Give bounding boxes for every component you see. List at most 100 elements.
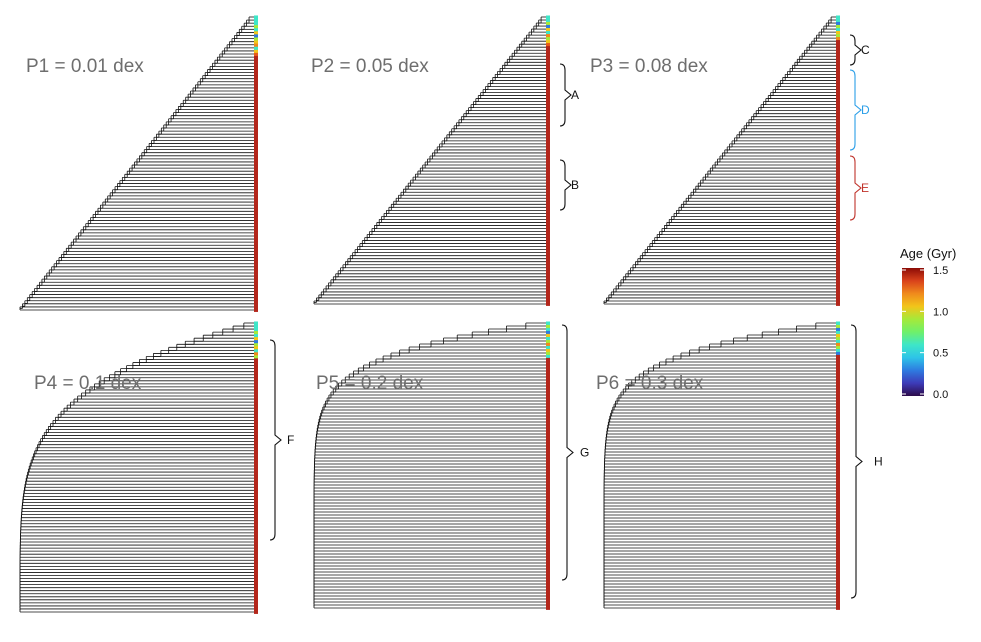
leaf-age-marker	[546, 208, 550, 213]
leaf-age-marker	[836, 60, 840, 65]
leaf-age-marker	[546, 456, 550, 460]
leaf-age-marker	[546, 127, 550, 131]
leaf-age-marker	[254, 598, 258, 602]
leaf-age-marker	[836, 432, 840, 436]
leaf-age-marker	[254, 92, 258, 97]
leaf-age-marker	[254, 394, 258, 398]
leaf-age-marker	[254, 43, 258, 47]
leaf-color-strip	[836, 321, 840, 610]
leaf-age-marker	[836, 172, 840, 177]
leaf-age-marker	[254, 40, 258, 44]
leaf-age-marker	[836, 39, 840, 44]
leaf-age-marker	[836, 333, 840, 337]
leaf-age-marker	[254, 61, 258, 66]
leaf-age-marker	[836, 324, 840, 328]
leaf-age-marker	[836, 296, 840, 300]
leaf-age-marker	[546, 543, 550, 547]
leaf-age-marker	[254, 296, 258, 300]
leaf-age-marker	[546, 190, 550, 195]
leaf-age-marker	[836, 245, 840, 249]
leaf-age-marker	[546, 45, 550, 50]
leaf-age-marker	[546, 561, 550, 565]
cluster-brackets: G	[561, 324, 589, 581]
leaf-age-marker	[546, 450, 550, 454]
leaf-age-marker	[254, 101, 258, 106]
leaf-age-marker	[836, 525, 840, 529]
leaf-age-marker	[836, 585, 840, 589]
leaf-age-marker	[836, 330, 840, 334]
leaf-age-marker	[836, 199, 840, 204]
leaf-age-marker	[836, 181, 840, 186]
leaf-age-marker	[254, 610, 258, 614]
cluster-label: H	[874, 455, 883, 469]
panel-p6: P6 = 0.3 dex H	[596, 321, 883, 610]
leaf-age-marker	[546, 169, 550, 173]
leaf-age-marker	[546, 299, 550, 303]
leaf-age-marker	[546, 528, 550, 532]
leaf-age-marker	[254, 160, 258, 164]
leaf-age-marker	[546, 423, 550, 427]
leaf-age-marker	[254, 30, 258, 35]
leaf-age-marker	[546, 66, 550, 71]
cluster-brace	[559, 159, 572, 211]
leaf-age-marker	[546, 447, 550, 451]
panel-p3: P3 = 0.08 dex C D E	[590, 15, 870, 306]
leaf-age-marker	[836, 242, 840, 246]
leaf-age-marker	[546, 513, 550, 517]
leaf-age-marker	[836, 414, 840, 418]
leaf-age-marker	[254, 194, 258, 198]
leaf-color-strip	[546, 321, 550, 610]
leaf-age-marker	[836, 217, 840, 222]
leaf-age-marker	[254, 95, 258, 100]
leaf-age-marker	[836, 357, 840, 361]
leaf-age-marker	[836, 48, 840, 53]
leaf-age-marker	[546, 414, 550, 418]
leaf-age-marker	[836, 579, 840, 583]
leaf-age-marker	[836, 411, 840, 415]
leaf-age-marker	[546, 408, 550, 412]
leaf-age-marker	[254, 522, 258, 526]
leaf-age-marker	[546, 600, 550, 604]
leaf-age-marker	[254, 546, 258, 551]
leaf-age-marker	[546, 290, 550, 294]
leaf-age-marker	[546, 148, 550, 152]
leaf-age-marker	[546, 576, 550, 580]
leaf-age-marker	[836, 462, 840, 466]
leaf-age-marker	[836, 42, 840, 47]
leaf-age-marker	[546, 287, 550, 291]
leaf-age-marker	[836, 519, 840, 523]
cluster-brackets: AB	[559, 63, 579, 211]
leaf-age-marker	[836, 175, 840, 180]
leaf-age-marker	[836, 387, 840, 391]
leaf-age-marker	[254, 391, 258, 395]
leaf-age-marker	[546, 84, 550, 89]
leaf-age-marker	[546, 360, 550, 364]
leaf-age-marker	[836, 513, 840, 517]
leaf-age-marker	[546, 248, 550, 252]
leaf-age-marker	[546, 166, 550, 170]
leaf-age-marker	[254, 277, 258, 282]
leaf-age-marker	[254, 516, 258, 520]
leaf-age-marker	[254, 552, 258, 557]
leaf-age-marker	[546, 257, 550, 261]
age-colorbar: Age (Gyr) 1.5 1.0 0.5 0.0	[900, 246, 956, 401]
dendrogram-tree	[603, 322, 837, 609]
leaf-age-marker	[254, 163, 258, 167]
leaf-age-marker	[836, 375, 840, 379]
cluster-label: C	[861, 43, 870, 57]
leaf-age-marker	[546, 537, 550, 541]
leaf-age-marker	[836, 109, 840, 113]
leaf-age-marker	[836, 465, 840, 469]
leaf-age-marker	[254, 33, 258, 38]
leaf-age-marker	[254, 412, 258, 417]
leaf-age-marker	[836, 272, 840, 276]
leaf-age-marker	[836, 474, 840, 478]
leaf-age-marker	[254, 434, 258, 438]
leaf-age-marker	[254, 200, 258, 204]
panel-title: P3 = 0.08 dex	[590, 56, 708, 77]
colorbar-title: Age (Gyr)	[900, 246, 956, 261]
cluster-label: G	[580, 446, 589, 460]
leaf-age-marker	[836, 187, 840, 192]
leaf-age-marker	[254, 525, 258, 529]
cluster-label: E	[861, 181, 869, 195]
